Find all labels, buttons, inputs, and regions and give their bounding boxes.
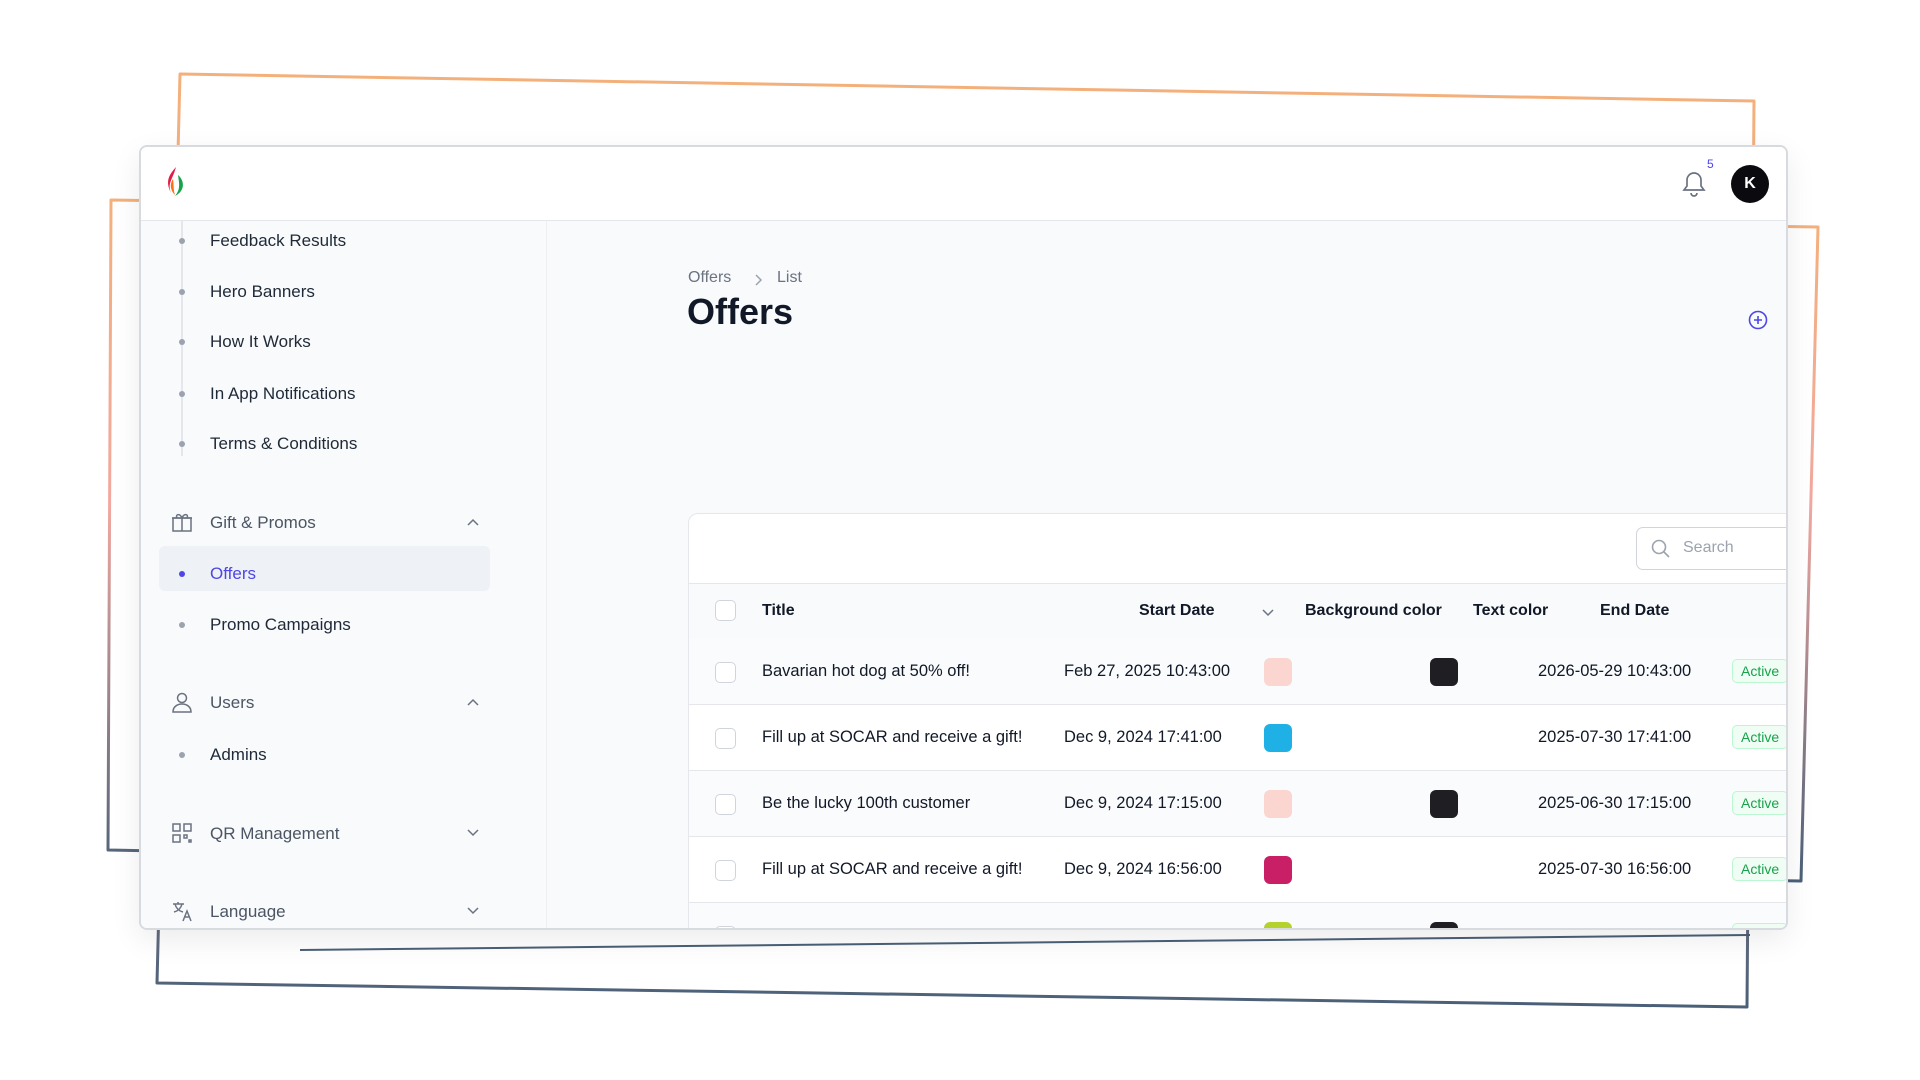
- logo: [168, 167, 183, 196]
- breadcrumb-item: List: [777, 269, 802, 286]
- start-date: Dec 9, 2024 17:41:00: [1064, 728, 1222, 746]
- tree-dot: [179, 752, 185, 758]
- sidebar-item[interactable]: Feedback Results: [210, 231, 347, 250]
- column-header: Title: [762, 602, 795, 619]
- text-color-swatch: [1430, 790, 1458, 818]
- sidebar-item[interactable]: Hero Banners: [210, 282, 315, 301]
- status-badge: Active: [1732, 791, 1786, 815]
- offer-title: Fill up at SOCAR and receive a gift!: [762, 860, 1023, 878]
- table-card: Search Title Start Date Background color Te…: [688, 513, 1786, 928]
- sidebar: Feedback Results Hero Banners How It Works…: [141, 221, 546, 928]
- column-header: End Date: [1600, 602, 1670, 619]
- bg-color-swatch: [1264, 658, 1292, 686]
- column-header: Background color: [1305, 602, 1442, 619]
- start-date: Dec 9, 2024 17:15:00: [1064, 794, 1222, 812]
- tree-line: [181, 221, 183, 456]
- status-badge: Active: [1732, 725, 1786, 749]
- tree-dot: [179, 441, 185, 447]
- breadcrumb-item[interactable]: Offers: [688, 269, 732, 286]
- active-highlight: [159, 546, 490, 591]
- top-bar: 5 K: [141, 147, 1786, 221]
- start-date: Dec 9, 2024 16:56:00: [1064, 860, 1222, 878]
- row-checkbox[interactable]: [715, 728, 736, 749]
- sidebar-item[interactable]: Admins: [210, 745, 267, 764]
- offer-title: Bavarian hot dog at 50% off!: [762, 662, 970, 680]
- bg-color-swatch: [1264, 922, 1292, 928]
- avatar[interactable]: K: [1731, 165, 1769, 203]
- sidebar-group[interactable]: Gift & Promos: [210, 513, 316, 532]
- sidebar-group[interactable]: QR Management: [210, 824, 340, 843]
- chevron[interactable]: [465, 826, 481, 845]
- table-row: [689, 705, 1786, 771]
- sidebar-group-icon: [170, 899, 194, 928]
- bell-icon[interactable]: [1681, 169, 1707, 199]
- table-row: [689, 903, 1786, 928]
- end-date: 2025-06-09 15:12:00: [1538, 926, 1691, 928]
- text-color-swatch: [1430, 922, 1458, 928]
- app-window: 5 K Feedback Results Hero Banners How It W…: [139, 145, 1788, 930]
- row-checkbox[interactable]: [715, 860, 736, 881]
- sort-icon[interactable]: [1261, 606, 1275, 624]
- end-date: 2025-06-30 17:15:00: [1538, 794, 1692, 812]
- sidebar-group-icon: [170, 510, 194, 539]
- end-date: 2025-07-30 16:56:00: [1538, 860, 1692, 878]
- column-header: Text color: [1473, 602, 1549, 619]
- end-date: 2026-05-29 10:43:00: [1538, 662, 1692, 680]
- page-title: Offers: [687, 291, 794, 332]
- status-badge: Active: [1732, 857, 1786, 881]
- status-badge: Active: [1732, 923, 1786, 928]
- start-date: Feb 27, 2025 10:43:00: [1064, 662, 1231, 680]
- status-badge: Active: [1732, 659, 1786, 683]
- search-placeholder: Search: [1683, 539, 1734, 556]
- sidebar-item[interactable]: In App Notifications: [210, 384, 356, 403]
- notification-count: 5: [1707, 157, 1714, 171]
- start-date: Dec 9, 2024 15:12:00: [1064, 926, 1222, 928]
- table-row: [689, 639, 1786, 705]
- text-color-swatch: [1430, 658, 1458, 686]
- sidebar-group-icon: [170, 821, 194, 850]
- offer-title: Enjoy a 50% discount on a hot dog!: [762, 926, 1022, 928]
- bg-color-swatch: [1264, 724, 1292, 752]
- offer-title: Be the lucky 100th customer: [762, 794, 971, 812]
- column-header[interactable]: Start Date: [1139, 602, 1215, 619]
- row-checkbox[interactable]: [715, 794, 736, 815]
- table-row: [689, 837, 1786, 903]
- main-content: Offers List Offers Search Title Start Dat…: [546, 221, 1786, 928]
- sidebar-group[interactable]: Users: [210, 693, 255, 712]
- end-date: 2025-07-30 17:41:00: [1538, 728, 1692, 746]
- breadcrumb-sep: [755, 274, 763, 286]
- bg-color-swatch: [1264, 856, 1292, 884]
- tree-dot: [179, 289, 185, 295]
- sidebar-item[interactable]: Terms & Conditions: [210, 434, 358, 453]
- header-checkbox[interactable]: [715, 600, 736, 621]
- add-button[interactable]: [1747, 309, 1769, 331]
- chevron[interactable]: [465, 515, 481, 534]
- tree-dot: [179, 622, 185, 628]
- table-row: [689, 771, 1786, 837]
- sidebar-group-icon: [170, 690, 194, 719]
- sidebar-item[interactable]: Offers: [210, 564, 256, 583]
- bg-color-swatch: [1264, 790, 1292, 818]
- table-header: [689, 583, 1786, 640]
- search-icon: [1651, 539, 1670, 558]
- chevron[interactable]: [465, 904, 481, 923]
- tree-dot: [179, 391, 185, 397]
- tree-dot: [179, 238, 185, 244]
- sidebar-item[interactable]: Promo Campaigns: [210, 615, 351, 634]
- row-checkbox[interactable]: [715, 926, 736, 928]
- tree-dot: [179, 571, 185, 577]
- search-input[interactable]: Search: [1636, 527, 1786, 570]
- row-checkbox[interactable]: [715, 662, 736, 683]
- sidebar-item[interactable]: How It Works: [210, 332, 311, 351]
- offer-title: Fill up at SOCAR and receive a gift!: [762, 728, 1023, 746]
- chevron[interactable]: [465, 695, 481, 714]
- sidebar-group[interactable]: Language: [210, 902, 286, 921]
- tree-dot: [179, 339, 185, 345]
